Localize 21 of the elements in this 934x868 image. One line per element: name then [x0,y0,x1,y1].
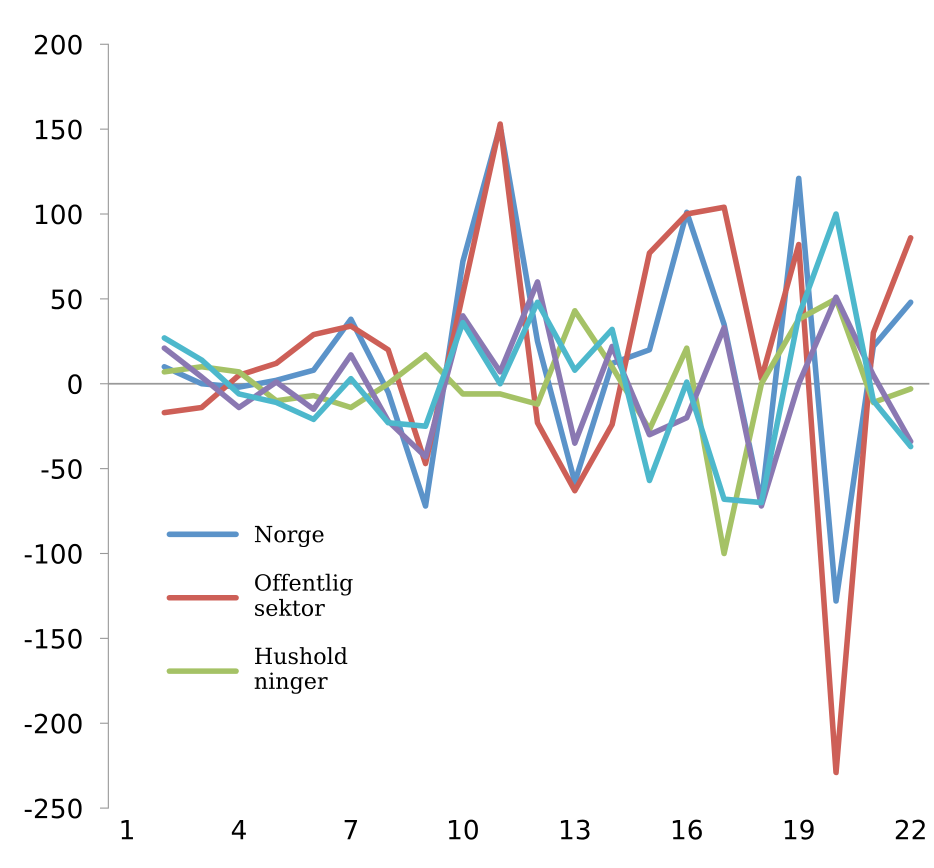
y-tick-label: -150 [24,628,82,649]
legend-label: Hushold ninger [254,647,348,694]
x-tick-label: 7 [344,820,358,840]
x-tick-label: 19 [784,820,814,840]
y-tick-label: -200 [24,714,82,734]
legend-label: Norge [254,526,324,548]
legend-label: Offentlig sektor [255,574,353,616]
y-tick-label: -100 [24,544,82,564]
x-tick-label: 1 [122,820,133,840]
y-tick-label: 200 [34,34,82,55]
y-tick-label: -50 [42,459,82,480]
y-tick-label: 0 [68,374,82,394]
x-tick-label: 16 [672,820,702,840]
x-tick-label: 22 [896,820,925,840]
y-tick-label: 100 [36,204,82,224]
y-tick-label: -250 [24,798,82,819]
y-tick-label: 50 [52,289,82,310]
y-tick-label: 150 [36,120,82,140]
x-tick-label: 10 [448,820,478,840]
x-tick-label: 13 [560,820,590,840]
x-tick-label: 4 [232,820,246,840]
